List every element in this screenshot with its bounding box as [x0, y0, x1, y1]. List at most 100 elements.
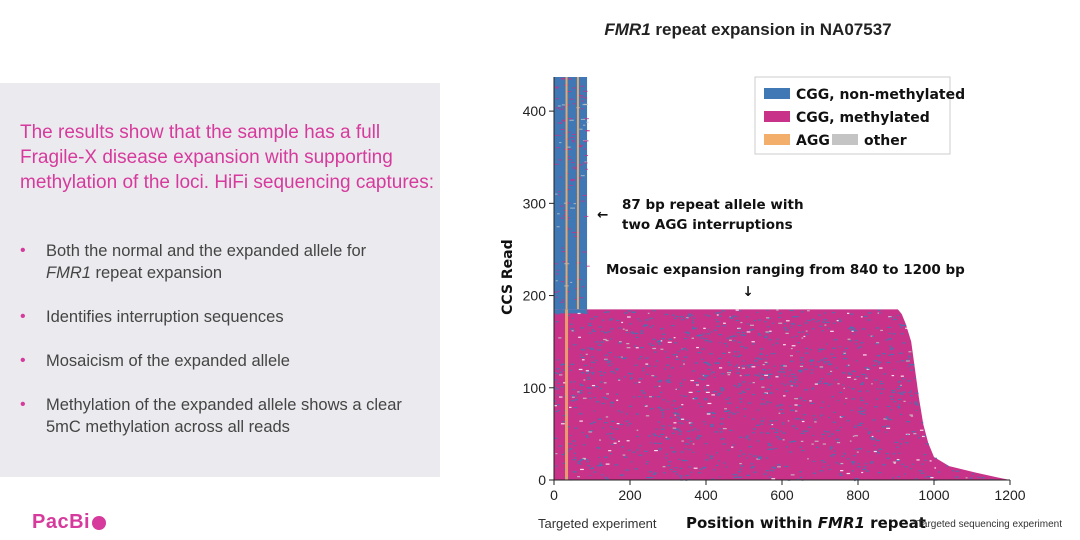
- expanded-allele-mark: [660, 391, 663, 393]
- expanded-allele-mark: [673, 412, 677, 414]
- expanded-allele-mark: [591, 372, 595, 374]
- normal-allele-mark: [586, 121, 589, 123]
- expanded-allele-mark: [783, 395, 786, 397]
- expanded-allele-mark: [691, 429, 694, 431]
- expanded-allele-mark: [643, 450, 648, 452]
- normal-allele-mark: [572, 103, 576, 105]
- expanded-allele-mark: [811, 388, 814, 390]
- expanded-allele-mark: [754, 360, 758, 362]
- expanded-allele-mark: [696, 384, 699, 386]
- expanded-allele-mark: [795, 418, 798, 420]
- expanded-allele-mark: [900, 413, 903, 416]
- expanded-allele-mark: [811, 443, 814, 445]
- normal-allele-mark: [560, 128, 565, 130]
- expanded-allele-mark: [749, 329, 753, 331]
- expanded-allele-mark: [667, 400, 669, 403]
- expanded-allele-mark: [680, 418, 685, 420]
- legend-label-agg: AGG: [796, 133, 830, 149]
- expanded-allele-mark: [577, 476, 581, 478]
- expanded-allele-mark: [789, 360, 794, 362]
- expanded-allele-mark: [727, 374, 731, 376]
- expanded-allele-mark: [631, 332, 636, 334]
- expanded-allele-mark: [668, 425, 672, 427]
- expanded-allele-mark: [870, 461, 874, 463]
- expanded-allele-mark: [578, 392, 583, 394]
- expanded-allele-mark: [790, 384, 794, 386]
- expanded-allele-mark: [896, 388, 900, 390]
- expanded-allele-mark: [678, 433, 682, 435]
- expanded-allele-mark: [665, 438, 670, 440]
- expanded-allele-mark: [623, 376, 627, 378]
- expanded-allele-mark: [856, 451, 859, 453]
- chart-title: FMR1 repeat expansion in NA07537: [548, 20, 948, 40]
- expanded-allele-mark: [658, 449, 662, 451]
- expanded-allele-mark: [597, 349, 601, 351]
- expanded-allele-mark: [737, 471, 742, 473]
- expanded-allele-mark: [679, 406, 683, 408]
- expanded-allele-mark: [767, 326, 770, 328]
- expanded-allele-mark: [605, 478, 609, 480]
- expanded-allele-mark: [592, 421, 597, 423]
- normal-allele-mark: [562, 106, 568, 108]
- expanded-allele-mark: [587, 347, 589, 349]
- expanded-allele-mark: [923, 454, 927, 456]
- expanded-allele-mark: [846, 458, 850, 460]
- expanded-allele-mark: [608, 450, 612, 452]
- expanded-allele-mark: [682, 360, 685, 362]
- expanded-allele-mark: [709, 424, 714, 426]
- expanded-allele-mark: [610, 405, 613, 407]
- expanded-allele-mark: [880, 329, 883, 332]
- expanded-allele-mark: [703, 362, 707, 364]
- expanded-allele-mark: [595, 385, 599, 388]
- expanded-allele-mark: [625, 413, 628, 415]
- expanded-allele-mark: [893, 401, 897, 403]
- expanded-allele-mark: [896, 460, 901, 462]
- expanded-allele-mark: [738, 328, 742, 330]
- expanded-allele-mark: [880, 380, 883, 383]
- expanded-allele-mark: [632, 451, 635, 453]
- expanded-allele-mark: [765, 358, 767, 360]
- expanded-allele-mark: [719, 387, 724, 389]
- expanded-allele-mark: [871, 335, 875, 337]
- expanded-allele-mark: [586, 372, 589, 375]
- expanded-allele-mark: [832, 357, 837, 359]
- expanded-allele-mark: [924, 459, 927, 461]
- expanded-allele-mark: [900, 333, 904, 335]
- expanded-allele-mark: [828, 468, 831, 471]
- bullet-dot-icon: •: [20, 308, 26, 325]
- normal-allele-mark: [555, 273, 560, 275]
- expanded-allele-mark: [722, 325, 726, 327]
- expanded-allele-mark: [634, 364, 638, 366]
- expanded-allele-mark: [620, 411, 623, 413]
- expanded-allele-mark: [610, 402, 614, 404]
- expanded-allele-mark: [760, 377, 764, 379]
- expanded-allele-mark: [803, 389, 808, 391]
- expanded-allele-mark: [827, 327, 830, 329]
- expanded-allele-mark: [734, 365, 737, 368]
- expanded-allele-mark: [787, 420, 790, 422]
- normal-allele-mark: [563, 148, 568, 150]
- normal-allele-mark: [567, 217, 570, 219]
- expanded-allele-mark: [589, 347, 594, 349]
- expanded-allele-mark: [746, 323, 750, 325]
- expanded-allele-mark: [849, 440, 852, 442]
- expanded-allele-mark: [579, 463, 582, 465]
- expanded-allele-mark: [698, 334, 701, 337]
- normal-allele-mark: [572, 87, 576, 89]
- expanded-allele-mark: [740, 345, 744, 348]
- expanded-allele-mark: [562, 421, 566, 423]
- expanded-allele-mark: [850, 409, 853, 411]
- expanded-allele-mark: [676, 356, 678, 358]
- expanded-allele-mark: [775, 376, 779, 378]
- expanded-allele-mark: [642, 325, 646, 327]
- expanded-allele-mark: [700, 405, 703, 408]
- expanded-allele-mark: [721, 438, 725, 440]
- expanded-allele-mark: [893, 318, 897, 321]
- expanded-allele-mark: [756, 311, 759, 314]
- normal-allele-mark: [584, 154, 589, 156]
- expanded-allele-mark: [555, 453, 558, 455]
- normal-allele-mark: [561, 120, 567, 122]
- expanded-allele-mark: [704, 340, 709, 342]
- expanded-allele-mark: [645, 357, 649, 359]
- expanded-allele-mark: [775, 436, 780, 438]
